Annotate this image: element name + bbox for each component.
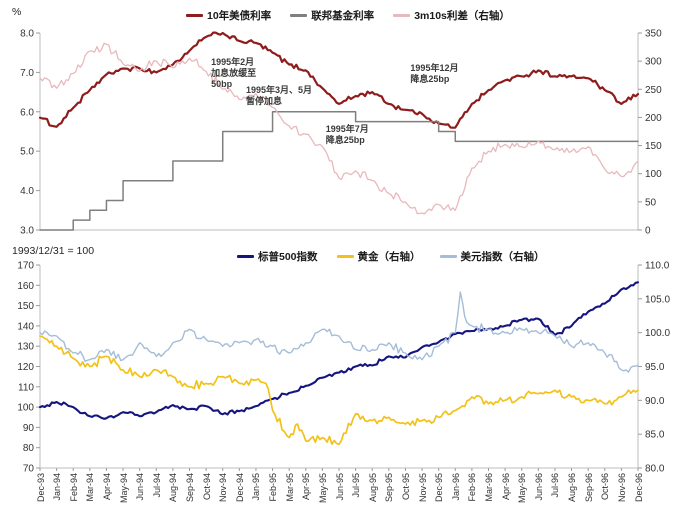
legend-item-sp500: 标普500指数 xyxy=(237,249,318,264)
left-axis-tick-label: 100 xyxy=(17,403,34,414)
left-axis-tick-label: 4.0 xyxy=(20,186,34,197)
right-axis-tick-label: 200 xyxy=(645,113,662,124)
left-axis-tick-label: 90 xyxy=(23,423,35,434)
right-axis-tick-label: 350 xyxy=(645,29,662,40)
right-axis-tick-label: 50 xyxy=(645,197,657,208)
legend-item-gold: 黄金（右轴） xyxy=(336,249,421,264)
left-axis-tick-label: 130 xyxy=(17,342,34,353)
left-axis-tick-label: 80 xyxy=(23,443,35,454)
series-line-3m10s利差（右轴） xyxy=(39,42,639,215)
left-axis-tick-label: 150 xyxy=(17,301,34,312)
right-axis-tick-label: 0 xyxy=(645,226,651,237)
series-line-10年美债利率 xyxy=(38,31,640,129)
right-axis-tick-label: 100.0 xyxy=(645,328,670,339)
top-legend: 10年美债利率 联邦基金利率 3m10s利差（右轴） xyxy=(186,8,510,23)
legend-item-fed-funds: 联邦基金利率 xyxy=(290,8,374,23)
legend-item-10y-treasury: 10年美债利率 xyxy=(186,8,271,23)
right-axis-tick-label: 150 xyxy=(645,141,662,152)
legend-label-dollar-index: 美元指数（右轴） xyxy=(460,251,545,263)
series-line-黄金（右轴） xyxy=(39,335,639,446)
right-axis-tick-label: 300 xyxy=(645,57,662,68)
right-axis-tick-label: 90.0 xyxy=(645,396,665,407)
right-axis-tick-label: 100 xyxy=(645,169,662,180)
legend-label-sp500: 标普500指数 xyxy=(258,251,318,263)
left-axis-tick-label: 6.0 xyxy=(20,107,34,118)
legend-marker-3m10s-spread xyxy=(393,14,411,17)
left-axis-tick-label: 140 xyxy=(17,321,34,332)
legend-marker-10y-treasury xyxy=(186,14,203,17)
top-axis-unit-label: % xyxy=(12,6,22,18)
right-axis-tick-label: 110.0 xyxy=(645,261,670,272)
left-axis-tick-label: 8.0 xyxy=(20,29,34,40)
legend-item-3m10s-spread: 3m10s利差（右轴） xyxy=(393,8,510,23)
legend-marker-fed-funds xyxy=(290,14,308,17)
bottom-index-base-label: 1993/12/31 = 100 xyxy=(12,245,95,257)
left-axis-tick-label: 3.0 xyxy=(20,226,34,237)
right-axis-tick-label: 95.0 xyxy=(645,362,665,373)
right-axis-tick-label: 85.0 xyxy=(645,430,665,441)
legend-label-3m10s-spread: 3m10s利差（右轴） xyxy=(414,10,510,22)
series-line-联邦基金利率 xyxy=(39,111,639,231)
left-axis-tick-label: 120 xyxy=(17,362,34,373)
series-line-美元指数（右轴） xyxy=(39,291,639,373)
legend-label-10y-treasury: 10年美债利率 xyxy=(207,10,272,22)
legend-label-gold: 黄金（右轴） xyxy=(357,251,421,263)
legend-marker-dollar-index xyxy=(439,255,457,258)
right-axis-tick-label: 250 xyxy=(645,85,662,96)
left-axis-tick-label: 160 xyxy=(17,281,34,292)
left-axis-tick-label: 110 xyxy=(18,382,34,393)
legend-item-dollar-index: 美元指数（右轴） xyxy=(439,249,545,264)
right-axis-tick-label: 105.0 xyxy=(645,294,670,305)
left-axis-tick-label: 70 xyxy=(23,464,35,475)
series-line-标普500指数 xyxy=(38,281,640,420)
left-axis-tick-label: 170 xyxy=(17,261,34,272)
left-axis-tick-label: 7.0 xyxy=(20,68,34,79)
left-axis-tick-label: 5.0 xyxy=(20,147,34,158)
bottom-legend: 标普500指数 黄金（右轴） 美元指数（右轴） xyxy=(237,249,545,264)
legend-marker-gold xyxy=(336,255,354,258)
right-axis-tick-label: 80.0 xyxy=(645,464,665,475)
legend-marker-sp500 xyxy=(237,255,254,258)
legend-label-fed-funds: 联邦基金利率 xyxy=(311,10,375,22)
